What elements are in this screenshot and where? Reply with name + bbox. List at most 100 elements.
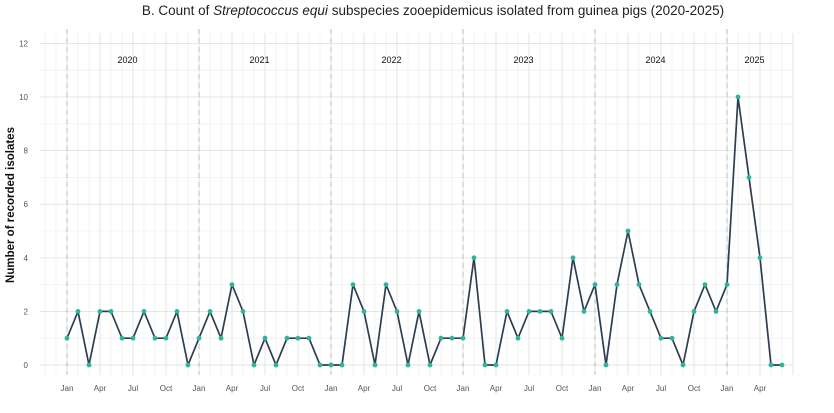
data-point xyxy=(75,309,81,314)
data-point xyxy=(273,362,279,368)
y-axis-label: Number of recorded isolates xyxy=(5,127,17,283)
data-point xyxy=(284,335,290,341)
data-point xyxy=(471,255,477,261)
data-point xyxy=(614,282,620,287)
data-point xyxy=(328,362,334,368)
x-tick-label: Jan xyxy=(457,384,470,393)
data-point xyxy=(262,335,268,341)
x-tick-label: Apr xyxy=(490,384,503,393)
data-point xyxy=(229,282,235,287)
year-labels: 2020 2021 2022 2023 2024 2025 xyxy=(117,55,764,65)
data-point xyxy=(251,362,257,368)
data-point xyxy=(482,362,488,368)
data-point xyxy=(141,309,147,314)
data-point xyxy=(735,94,741,100)
data-point xyxy=(658,335,664,341)
data-point xyxy=(163,335,169,341)
year-label: 2024 xyxy=(645,55,665,65)
year-label: 2020 xyxy=(117,55,137,65)
data-point xyxy=(768,362,774,368)
x-tick-label: Jan xyxy=(589,384,602,393)
x-tick-label: Apr xyxy=(226,384,239,393)
data-point xyxy=(240,309,246,314)
data-point xyxy=(603,362,609,368)
data-point xyxy=(647,309,653,314)
x-tick-label: Apr xyxy=(754,384,767,393)
x-tick-label: Apr xyxy=(94,384,107,393)
x-tick-label: Jul xyxy=(128,384,138,393)
data-point xyxy=(592,282,598,287)
data-point xyxy=(636,282,642,287)
data-point xyxy=(702,282,708,287)
data-point xyxy=(306,335,312,341)
data-point xyxy=(526,309,532,314)
data-point xyxy=(339,362,345,368)
x-tick-label: Apr xyxy=(622,384,635,393)
data-point xyxy=(174,309,180,314)
y-ticks: 0 2 4 6 8 10 12 xyxy=(19,39,28,370)
data-point xyxy=(537,309,543,314)
y-tick-label: 4 xyxy=(24,254,29,263)
chart-title: B. Count of Streptococcus equi subspecie… xyxy=(142,3,724,18)
data-point xyxy=(559,335,565,341)
data-point xyxy=(438,335,444,341)
y-tick-label: 0 xyxy=(24,361,29,370)
data-point xyxy=(383,282,389,287)
data-point xyxy=(691,309,697,314)
data-point xyxy=(570,255,576,261)
data-point xyxy=(449,335,455,341)
data-point xyxy=(372,362,378,368)
x-tick-label: Jul xyxy=(524,384,534,393)
data-point xyxy=(196,335,202,341)
data-point xyxy=(207,309,213,314)
data-point xyxy=(625,228,631,234)
data-point xyxy=(416,309,422,314)
x-tick-label: Oct xyxy=(160,384,173,393)
data-point xyxy=(317,362,323,368)
data-point xyxy=(757,255,763,261)
data-point xyxy=(548,309,554,314)
data-point xyxy=(405,362,411,368)
data-point xyxy=(152,335,158,341)
x-tick-label: Jul xyxy=(392,384,402,393)
data-point xyxy=(504,309,510,314)
x-tick-label: Jan xyxy=(61,384,74,393)
data-point xyxy=(295,335,301,341)
year-label: 2021 xyxy=(249,55,269,65)
data-point xyxy=(779,362,785,368)
data-point xyxy=(724,282,730,287)
x-ticks: Jan Apr Jul Oct Jan Apr Jul Oct Jan Apr Jul Oct Jan A… xyxy=(61,384,767,393)
x-tick-label: Oct xyxy=(424,384,437,393)
data-point xyxy=(427,362,433,368)
chart-title-prefix: B. Count of xyxy=(142,3,213,18)
data-point xyxy=(361,309,367,314)
y-tick-label: 6 xyxy=(24,200,29,209)
y-tick-label: 12 xyxy=(19,39,28,48)
data-point xyxy=(108,309,114,314)
x-tick-label: Oct xyxy=(292,384,305,393)
year-label: 2023 xyxy=(513,55,533,65)
data-point xyxy=(669,335,675,341)
data-point xyxy=(350,282,356,287)
x-tick-label: Oct xyxy=(688,384,701,393)
y-tick-label: 2 xyxy=(24,307,29,316)
data-point xyxy=(746,175,752,180)
data-point xyxy=(460,335,466,341)
data-point xyxy=(97,309,103,314)
data-point xyxy=(86,362,92,368)
data-point xyxy=(218,335,224,341)
x-tick-label: Apr xyxy=(358,384,371,393)
x-tick-label: Jan xyxy=(193,384,206,393)
data-point xyxy=(394,309,400,314)
year-label: 2022 xyxy=(381,55,401,65)
year-separators xyxy=(66,29,728,375)
data-point xyxy=(185,362,191,368)
x-tick-label: Jan xyxy=(721,384,734,393)
data-point xyxy=(493,362,499,368)
data-point xyxy=(515,335,521,341)
data-point xyxy=(713,309,719,314)
y-tick-label: 8 xyxy=(24,147,29,156)
y-tick-label: 10 xyxy=(19,93,28,102)
x-tick-label: Jul xyxy=(656,384,666,393)
x-tick-label: Jan xyxy=(325,384,338,393)
